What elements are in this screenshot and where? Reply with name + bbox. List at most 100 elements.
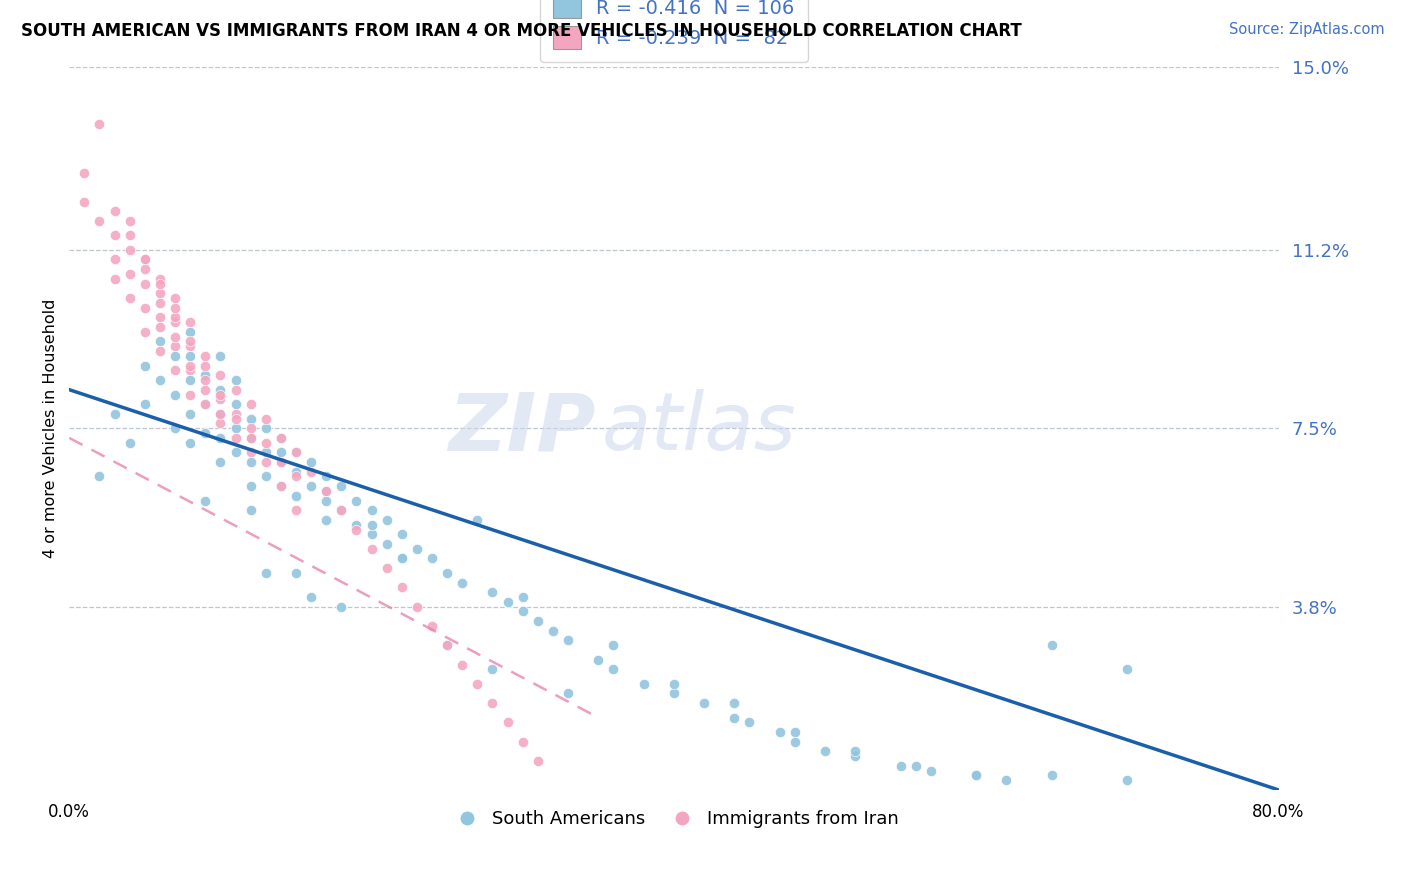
Point — [225, 397, 247, 411]
Point — [89, 214, 111, 228]
Point — [285, 566, 308, 580]
Point — [375, 513, 398, 527]
Point — [179, 315, 201, 329]
Point — [163, 291, 186, 305]
Point — [239, 397, 262, 411]
Point — [270, 479, 292, 493]
Point — [179, 387, 201, 401]
Point — [225, 421, 247, 435]
Point — [965, 768, 987, 782]
Point — [209, 455, 232, 469]
Point — [299, 465, 322, 479]
Point — [179, 435, 201, 450]
Point — [467, 513, 489, 527]
Point — [163, 329, 186, 343]
Point — [391, 551, 413, 566]
Point — [738, 715, 761, 730]
Point — [179, 373, 201, 387]
Point — [285, 465, 308, 479]
Point — [633, 677, 655, 691]
Point — [194, 373, 217, 387]
Point — [541, 624, 564, 638]
Point — [254, 445, 277, 459]
Point — [194, 426, 217, 441]
Point — [662, 686, 685, 700]
Point — [391, 527, 413, 541]
Y-axis label: 4 or more Vehicles in Household: 4 or more Vehicles in Household — [44, 299, 58, 558]
Point — [406, 541, 429, 556]
Point — [890, 759, 912, 773]
Point — [254, 411, 277, 425]
Point — [134, 277, 156, 291]
Point — [254, 435, 277, 450]
Point — [270, 479, 292, 493]
Point — [163, 339, 186, 353]
Point — [209, 368, 232, 383]
Point — [406, 599, 429, 614]
Point — [512, 734, 534, 748]
Point — [134, 325, 156, 339]
Point — [225, 407, 247, 421]
Point — [270, 455, 292, 469]
Point — [134, 301, 156, 315]
Point — [481, 585, 503, 599]
Point — [225, 383, 247, 397]
Point — [209, 383, 232, 397]
Point — [179, 359, 201, 373]
Point — [209, 417, 232, 431]
Point — [239, 479, 262, 493]
Point — [118, 214, 141, 228]
Point — [194, 397, 217, 411]
Point — [315, 493, 337, 508]
Point — [149, 272, 172, 286]
Point — [346, 523, 368, 537]
Point — [118, 267, 141, 281]
Point — [103, 272, 125, 286]
Point — [330, 503, 353, 517]
Point — [134, 252, 156, 267]
Point — [73, 194, 96, 209]
Point — [103, 407, 125, 421]
Point — [1040, 638, 1063, 652]
Point — [103, 252, 125, 267]
Point — [783, 725, 806, 739]
Point — [194, 493, 217, 508]
Point — [723, 696, 745, 710]
Point — [239, 445, 262, 459]
Point — [1116, 662, 1139, 676]
Point — [481, 696, 503, 710]
Point — [527, 614, 550, 628]
Point — [134, 252, 156, 267]
Point — [163, 421, 186, 435]
Point — [285, 445, 308, 459]
Point — [254, 469, 277, 483]
Point — [436, 638, 458, 652]
Point — [557, 686, 579, 700]
Point — [285, 503, 308, 517]
Point — [965, 768, 987, 782]
Point — [149, 344, 172, 359]
Point — [1040, 768, 1063, 782]
Point — [254, 566, 277, 580]
Point — [557, 633, 579, 648]
Point — [783, 734, 806, 748]
Point — [1116, 773, 1139, 788]
Point — [285, 469, 308, 483]
Point — [209, 387, 232, 401]
Point — [103, 228, 125, 243]
Point — [723, 710, 745, 724]
Legend: South Americans, Immigrants from Iran: South Americans, Immigrants from Iran — [441, 803, 905, 835]
Point — [375, 537, 398, 551]
Point — [163, 387, 186, 401]
Point — [89, 469, 111, 483]
Point — [134, 359, 156, 373]
Point — [285, 489, 308, 503]
Point — [209, 349, 232, 363]
Point — [330, 479, 353, 493]
Point — [904, 759, 927, 773]
Point — [285, 445, 308, 459]
Point — [118, 243, 141, 257]
Point — [103, 204, 125, 219]
Point — [315, 483, 337, 498]
Point — [769, 725, 792, 739]
